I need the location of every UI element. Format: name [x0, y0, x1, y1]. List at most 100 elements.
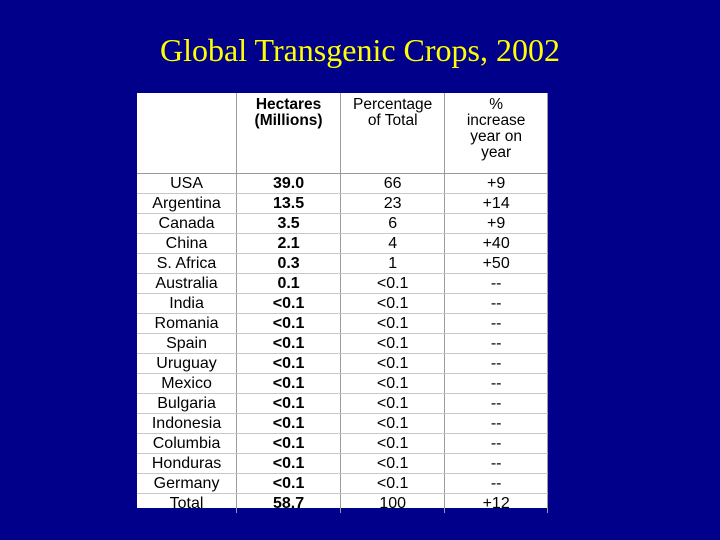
cell-percentage: 4	[340, 233, 446, 254]
cell-increase: --	[444, 313, 548, 334]
cell-country: Uruguay	[137, 353, 238, 374]
cell-increase: --	[444, 473, 548, 494]
cell-percentage: 6	[340, 213, 446, 234]
cell-percentage: <0.1	[340, 433, 446, 454]
cell-increase: --	[444, 413, 548, 434]
cell-increase: --	[444, 393, 548, 414]
header-percentage-line2: of Total	[367, 112, 418, 129]
cell-increase: --	[444, 353, 548, 374]
cell-hectares: 0.1	[236, 273, 342, 294]
cell-percentage: <0.1	[340, 373, 446, 394]
cell-percentage: <0.1	[340, 413, 446, 434]
header-percentage-line1: Percentage	[353, 96, 433, 113]
cell-increase: +9	[444, 213, 548, 234]
table-row: Germany <0.1 <0.1 --	[137, 473, 548, 494]
cell-hectares: 2.1	[236, 233, 342, 254]
header-hectares-line2: (Millions)	[254, 112, 323, 129]
cell-increase: +12	[444, 493, 548, 513]
table-row: S. Africa 0.3 1 +50	[137, 253, 548, 274]
cell-increase: --	[444, 373, 548, 394]
cell-country: Canada	[137, 213, 238, 234]
table-row: Australia 0.1 <0.1 --	[137, 273, 548, 294]
table-row: Indonesia <0.1 <0.1 --	[137, 413, 548, 434]
cell-percentage: 1	[340, 253, 446, 274]
cell-increase: +50	[444, 253, 548, 274]
cell-hectares: <0.1	[236, 333, 342, 354]
table-row: India <0.1 <0.1 --	[137, 293, 548, 314]
table-row: Canada 3.5 6 +9	[137, 213, 548, 234]
cell-country: Mexico	[137, 373, 238, 394]
cell-hectares: <0.1	[236, 413, 342, 434]
cell-country: Columbia	[137, 433, 238, 454]
cell-percentage: <0.1	[340, 393, 446, 414]
cell-increase: --	[444, 433, 548, 454]
cell-hectares: 0.3	[236, 253, 342, 274]
cell-percentage: <0.1	[340, 313, 446, 334]
cell-country: Argentina	[137, 193, 238, 214]
cell-country: Total	[137, 493, 238, 513]
cell-country: Honduras	[137, 453, 238, 474]
cell-country: Bulgaria	[137, 393, 238, 414]
cell-increase: --	[444, 273, 548, 294]
table-header-row: Hectares (Millions) Percentage of Total …	[137, 93, 548, 174]
cell-hectares: <0.1	[236, 313, 342, 334]
cell-country: Indonesia	[137, 413, 238, 434]
cell-hectares: <0.1	[236, 453, 342, 474]
cell-hectares: <0.1	[236, 393, 342, 414]
cell-country: Australia	[137, 273, 238, 294]
cell-increase: --	[444, 453, 548, 474]
cell-hectares: <0.1	[236, 473, 342, 494]
header-country	[137, 93, 238, 174]
table-row: USA 39.0 66 +9	[137, 173, 548, 194]
cell-increase: --	[444, 293, 548, 314]
cell-increase: +9	[444, 173, 548, 194]
cell-percentage: <0.1	[340, 333, 446, 354]
cell-percentage: <0.1	[340, 353, 446, 374]
cell-country: India	[137, 293, 238, 314]
cell-hectares: <0.1	[236, 373, 342, 394]
table-body: USA 39.0 66 +9 Argentina 13.5 23 +14 Canada 3.5 6 +…	[137, 173, 548, 513]
cell-hectares: 13.5	[236, 193, 342, 214]
cell-country: Spain	[137, 333, 238, 354]
table-panel: Hectares (Millions) Percentage of Total …	[137, 93, 548, 513]
table-row: Uruguay <0.1 <0.1 --	[137, 353, 548, 374]
cell-country: USA	[137, 173, 238, 194]
cell-increase: +40	[444, 233, 548, 254]
cell-country: Germany	[137, 473, 238, 494]
cell-hectares: 3.5	[236, 213, 342, 234]
cell-percentage: 23	[340, 193, 446, 214]
slide-title: Global Transgenic Crops, 2002	[160, 32, 560, 68]
cell-percentage: <0.1	[340, 273, 446, 294]
cell-percentage: <0.1	[340, 453, 446, 474]
cell-hectares: 39.0	[236, 173, 342, 194]
cell-hectares: 58.7	[236, 493, 342, 513]
table-row: Romania <0.1 <0.1 --	[137, 313, 548, 334]
cell-percentage: <0.1	[340, 293, 446, 314]
table-row: Bulgaria <0.1 <0.1 --	[137, 393, 548, 414]
cell-percentage: 66	[340, 173, 446, 194]
cell-hectares: <0.1	[236, 293, 342, 314]
table-row: Honduras <0.1 <0.1 --	[137, 453, 548, 474]
table-row: Columbia <0.1 <0.1 --	[137, 433, 548, 454]
cell-country: S. Africa	[137, 253, 238, 274]
header-hectares-line1: Hectares	[255, 96, 322, 113]
crop-table: Hectares (Millions) Percentage of Total …	[137, 93, 548, 513]
cell-country: Romania	[137, 313, 238, 334]
cell-percentage: 100	[340, 493, 446, 513]
table-row: Total 58.7 100 +12	[137, 493, 548, 513]
table-row: Spain <0.1 <0.1 --	[137, 333, 548, 354]
cell-increase: --	[444, 333, 548, 354]
header-increase: % increase year on year	[444, 93, 548, 174]
header-hectares: Hectares (Millions)	[236, 93, 342, 174]
cell-percentage: <0.1	[340, 473, 446, 494]
header-percentage: Percentage of Total	[340, 93, 446, 174]
table-row: Argentina 13.5 23 +14	[137, 193, 548, 214]
cell-increase: +14	[444, 193, 548, 214]
cell-country: China	[137, 233, 238, 254]
header-increase-line4: year	[481, 144, 512, 161]
table-row: China 2.1 4 +40	[137, 233, 548, 254]
cell-hectares: <0.1	[236, 433, 342, 454]
header-increase-line3: year on	[470, 128, 522, 145]
header-increase-line2: increase	[466, 112, 526, 129]
cell-hectares: <0.1	[236, 353, 342, 374]
